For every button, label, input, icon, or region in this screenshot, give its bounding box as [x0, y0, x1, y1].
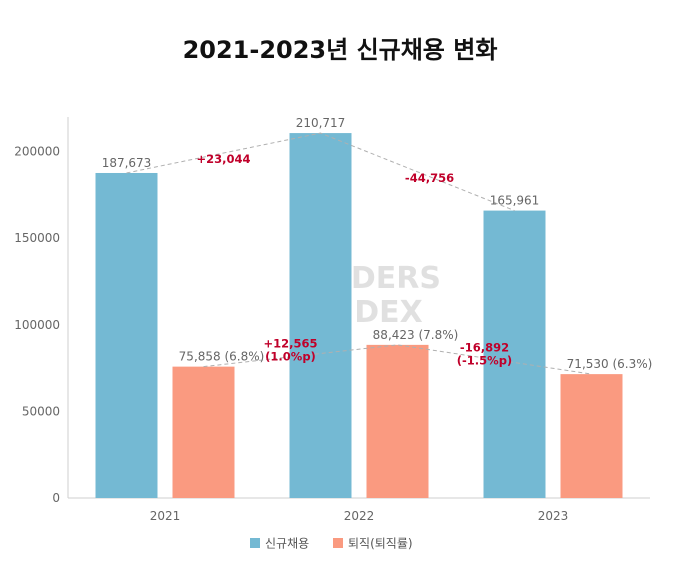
y-tick-label: 150000 [14, 231, 60, 245]
x-tick-label: 2021 [150, 509, 181, 523]
data-label-retire-2023: 71,530 (6.3%) [567, 357, 653, 371]
data-label-hiring-2021: 187,673 [102, 156, 152, 170]
y-tick-label: 0 [52, 491, 60, 505]
delta-retire-pct-0: (1.0%p) [265, 350, 316, 364]
legend-swatch-1 [333, 538, 343, 548]
bar-hiring-2022 [289, 133, 352, 498]
delta-hiring-1: -44,756 [405, 171, 454, 185]
chart-title: 2021-2023년 신규채용 변화 [182, 36, 498, 64]
delta-retire-pct-1: (-1.5%p) [457, 353, 512, 367]
bar-hiring-2021 [95, 172, 158, 498]
bar-retire-2022 [366, 344, 429, 498]
y-tick-label: 100000 [14, 318, 60, 332]
bar-retire-2021 [172, 366, 235, 498]
delta-retire-0: +12,565 [263, 337, 317, 351]
data-label-hiring-2022: 210,717 [296, 116, 346, 130]
x-tick-label: 2022 [344, 509, 375, 523]
bar-retire-2023 [560, 374, 623, 498]
trend-line-hiring [126, 132, 515, 212]
legend-label-0: 신규채용 [265, 537, 309, 551]
y-tick-label: 50000 [22, 404, 60, 418]
bar-hiring-2023 [483, 210, 546, 498]
x-tick-label: 2023 [538, 509, 569, 523]
trend-line-retire [203, 344, 592, 375]
legend-swatch-0 [250, 538, 260, 548]
delta-hiring-0: +23,044 [196, 152, 250, 166]
delta-retire-1: -16,892 [460, 340, 509, 354]
y-tick-label: 200000 [14, 145, 60, 159]
data-label-retire-2021: 75,858 (6.8%) [179, 350, 265, 364]
legend-label-1: 퇴직(퇴직률) [348, 537, 413, 551]
data-label-retire-2022: 88,423 (7.8%) [373, 328, 459, 342]
data-label-hiring-2023: 165,961 [490, 194, 540, 208]
